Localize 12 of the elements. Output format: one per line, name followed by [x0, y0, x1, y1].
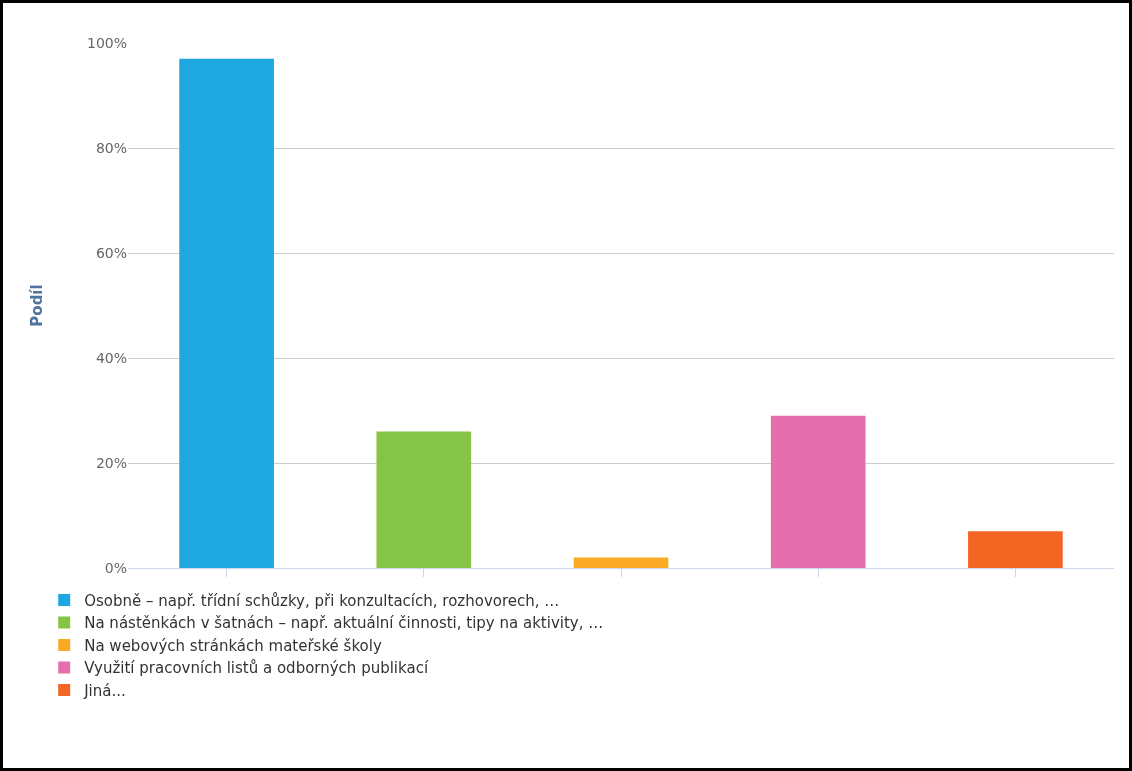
y-tick-label: 100% [86, 34, 127, 51]
legend-label: Na webových stránkách mateřské školy [84, 636, 382, 655]
legend-label: Využití pracovních listů a odborných publikací [84, 659, 429, 678]
legend-label: Na nástěnkách v šatnách – např. aktuální činnosti, tipy na aktivity, … [84, 614, 604, 633]
y-tick-label: 40% [95, 349, 127, 366]
y-axis-title: Podíl [28, 284, 47, 327]
y-tick-label: 0% [104, 559, 127, 576]
legend-label: Osobně – např. třídní schůzky, při konzultacích, rozhovorech, … [84, 591, 560, 610]
y-tick-label: 20% [95, 454, 127, 471]
legend-label: Jiná... [83, 681, 126, 700]
y-tick-label: 80% [95, 139, 127, 156]
y-tick-label: 60% [95, 244, 127, 261]
